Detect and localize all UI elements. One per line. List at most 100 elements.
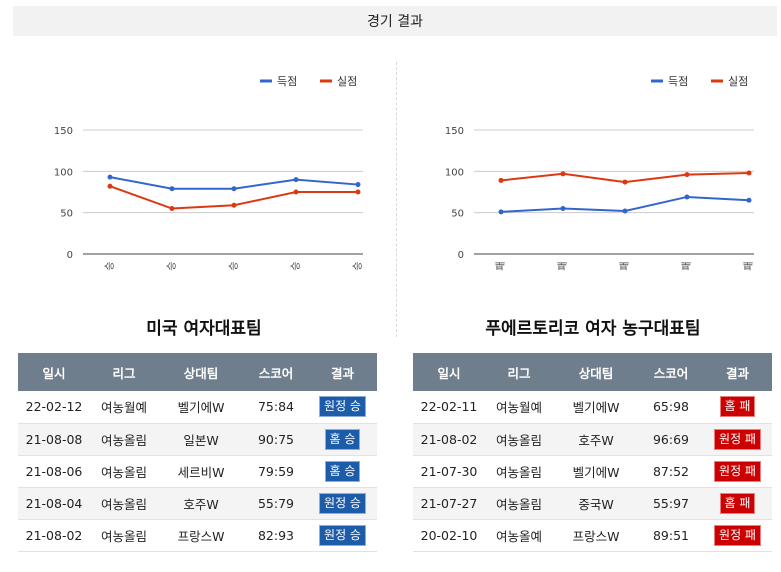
table-row: 21-08-04 여농올림 호주W 55:79 원정 승 [18, 487, 377, 520]
score-cell: 79:59 [244, 455, 308, 488]
date-cell: 21-08-04 [18, 487, 90, 520]
league-cell: 여농월예 [485, 391, 553, 424]
col-league: 리그 [485, 353, 553, 391]
col-opponent: 상대팀 [158, 353, 244, 391]
date-cell: 22-02-12 [18, 391, 90, 424]
col-opponent: 상대팀 [553, 353, 639, 391]
score-cell: 82:93 [244, 519, 308, 552]
x-tick-label: 승 [166, 261, 178, 270]
data-point [498, 177, 504, 183]
y-tick-label: 150 [54, 126, 73, 137]
x-tick-label: 패 [557, 261, 569, 270]
x-tick-label: 패 [619, 261, 631, 270]
date-cell: 21-08-02 [18, 519, 90, 552]
legend-label: 득점 [668, 75, 688, 88]
score-cell: 90:75 [244, 423, 308, 456]
x-tick-label: 패 [743, 261, 755, 270]
data-point [107, 183, 113, 189]
data-point [498, 209, 504, 215]
team1-results-table: 일시 리그 상대팀 스코어 결과 22-02-12 여농월예 벨기에W 75:84 원정… [18, 353, 377, 552]
section-title: 경기 결과 [367, 14, 423, 30]
result-badge: 홈 승 [324, 428, 361, 450]
result-badge: 원정 패 [714, 524, 761, 546]
result-badge: 원정 승 [319, 396, 366, 418]
col-score: 스코어 [639, 353, 703, 391]
league-cell: 여농올림 [90, 455, 158, 488]
league-cell: 여농올예 [485, 519, 553, 552]
opponent-cell: 벨기에W [158, 391, 244, 424]
y-tick-label: 0 [458, 250, 464, 261]
result-badge: 원정 패 [714, 428, 761, 450]
result-cell: 홈 승 [308, 455, 377, 488]
data-point [746, 197, 752, 203]
table-row: 22-02-11 여농월예 벨기에W 65:98 홈 패 [413, 391, 772, 424]
team2-chart-svg: 0 50 100 150 패 패 패 패 패 득점 실점 [445, 75, 755, 271]
col-league: 리그 [90, 353, 158, 391]
table-row: 21-07-27 여농올림 중국W 55:97 홈 패 [413, 487, 772, 520]
team1-title: 미국 여자대표팀 [146, 319, 262, 339]
opponent-cell: 세르비W [158, 455, 244, 488]
date-cell: 21-07-30 [413, 455, 485, 488]
table-header-row: 일시 리그 상대팀 스코어 결과 [413, 353, 772, 391]
date-cell: 20-02-10 [413, 519, 485, 552]
table-header-row: 일시 리그 상대팀 스코어 결과 [18, 353, 377, 391]
score-cell: 75:84 [244, 391, 308, 424]
table-row: 21-08-02 여농올림 호주W 96:69 원정 패 [413, 423, 772, 456]
opponent-cell: 벨기에W [553, 391, 639, 424]
opponent-cell: 호주W [158, 487, 244, 520]
data-point [293, 177, 299, 183]
opponent-cell: 호주W [553, 423, 639, 456]
result-badge: 원정 패 [714, 460, 761, 482]
data-point [560, 206, 566, 212]
league-cell: 여농올림 [485, 423, 553, 456]
data-point [169, 186, 175, 192]
table-row: 21-08-08 여농올림 일본W 90:75 홈 승 [18, 423, 377, 456]
date-cell: 21-08-06 [18, 455, 90, 488]
x-tick-label: 승 [104, 261, 116, 270]
league-cell: 여농올림 [485, 487, 553, 520]
result-cell: 원정 패 [703, 519, 772, 552]
col-date: 일시 [18, 353, 90, 391]
score-cell: 89:51 [639, 519, 703, 552]
date-cell: 21-07-27 [413, 487, 485, 520]
x-tick-label: 승 [352, 261, 364, 270]
score-cell: 65:98 [639, 391, 703, 424]
result-badge: 홈 패 [719, 492, 756, 514]
col-result: 결과 [308, 353, 377, 391]
col-date: 일시 [413, 353, 485, 391]
table-row: 21-07-30 여농올림 벨기에W 87:52 원정 패 [413, 455, 772, 488]
x-tick-label: 승 [228, 261, 240, 270]
league-cell: 여농올림 [90, 519, 158, 552]
y-tick-label: 100 [445, 167, 464, 178]
data-point [231, 186, 237, 192]
date-cell: 21-08-02 [413, 423, 485, 456]
data-point [355, 182, 361, 188]
data-point [293, 189, 299, 195]
result-badge: 원정 승 [319, 524, 366, 546]
result-cell: 원정 승 [308, 487, 377, 520]
data-point [231, 202, 237, 208]
result-badge: 홈 패 [719, 396, 756, 418]
opponent-cell: 중국W [553, 487, 639, 520]
result-cell: 원정 패 [703, 423, 772, 456]
data-point [684, 194, 690, 200]
data-point [355, 189, 361, 195]
legend-label: 실점 [337, 75, 357, 88]
result-badge: 홈 승 [324, 460, 361, 482]
team1-score-chart: 0 50 100 150 승 승 승 승 승 득점 실점 [13, 62, 383, 287]
team2-score-chart: 0 50 100 150 패 패 패 패 패 득점 실점 [404, 62, 774, 287]
x-tick-label: 승 [290, 261, 302, 270]
section-header: 경기 결과 [13, 6, 777, 36]
data-point [622, 179, 628, 185]
opponent-cell: 프랑스W [158, 519, 244, 552]
score-cell: 55:97 [639, 487, 703, 520]
y-tick-label: 100 [54, 167, 73, 178]
data-point [107, 174, 113, 180]
result-badge: 원정 승 [319, 492, 366, 514]
result-cell: 원정 승 [308, 519, 377, 552]
section-divider [396, 62, 397, 337]
league-cell: 여농올림 [485, 455, 553, 488]
league-cell: 여농월예 [90, 391, 158, 424]
result-cell: 원정 승 [308, 391, 377, 424]
data-point [169, 206, 175, 212]
